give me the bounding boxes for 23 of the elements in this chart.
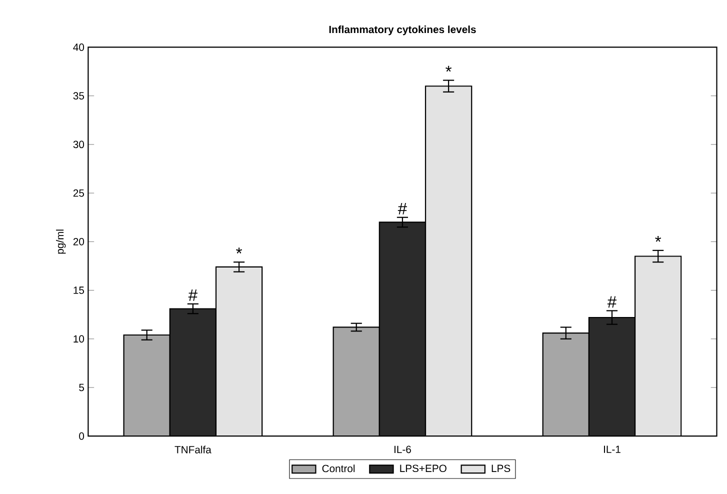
y-tick-label: 35 [73,92,84,100]
y-tick-label: 40 [73,44,84,51]
y-tick-label: 0 [79,432,84,440]
y-tick-label: 25 [73,189,84,197]
y-tick-label: 30 [73,140,84,148]
y-tick-label: 10 [74,335,84,343]
legend-label: LPS+EPO [400,464,446,472]
data-label: * [446,66,452,72]
y-tick-label: 5 [79,384,84,392]
x-tick-label: IL-6 [394,446,411,454]
data-label: * [236,248,242,254]
legend-label: Control [322,464,355,472]
data-label: # [607,296,617,308]
chart-title: Inflammatory cytokines levels [329,26,476,36]
x-tick-label: IL-1 [604,446,620,453]
data-label: * [655,236,662,242]
y-tick-label: 20 [73,238,84,246]
y-axis-title: pg/ml [56,230,66,254]
y-tick-label: 15 [74,286,84,294]
x-tick-label: TNFalfa [174,446,212,454]
data-label: # [188,290,198,301]
legend-label: LPS [492,464,510,472]
data-label: # [398,202,408,214]
